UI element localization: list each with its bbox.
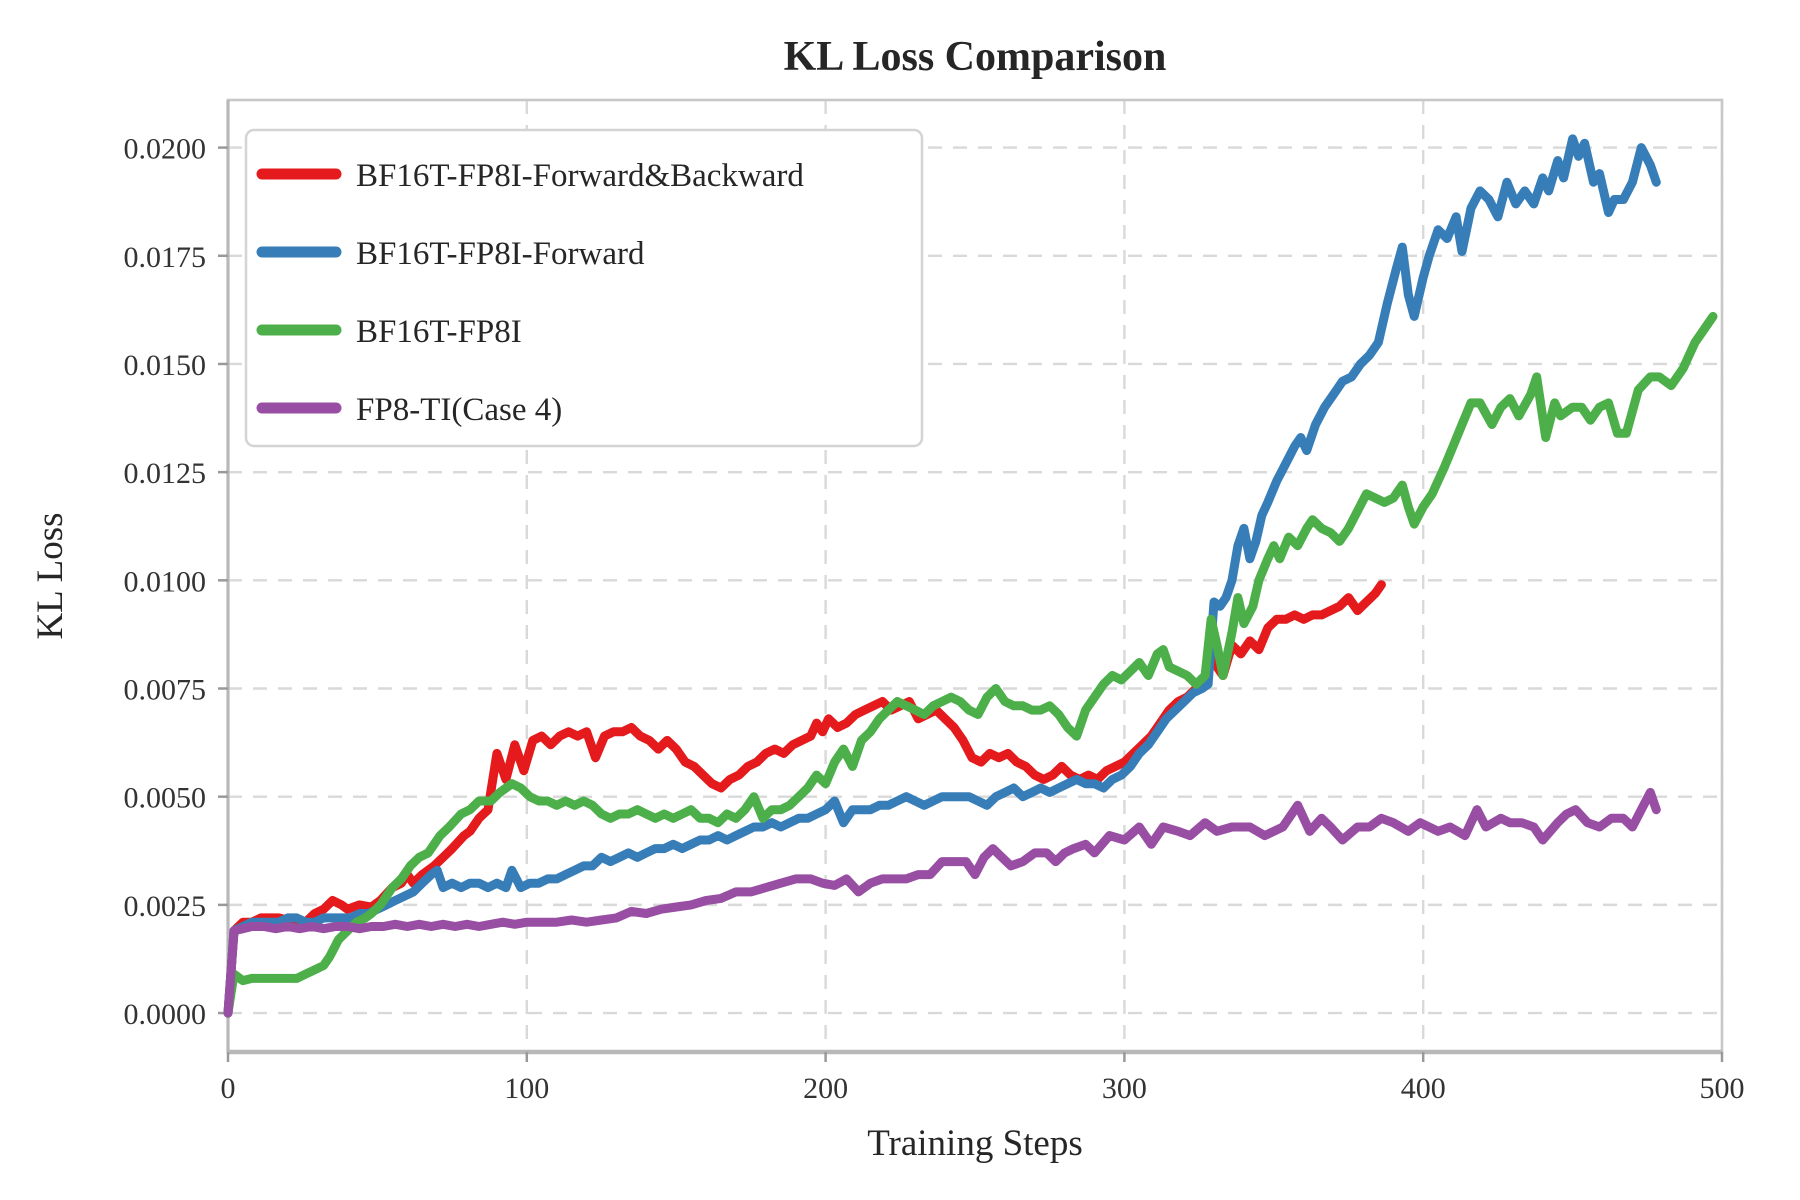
legend-entry-label: BF16T-FP8I — [356, 314, 522, 350]
x-tick-label: 400 — [1401, 1072, 1446, 1105]
legend-entry-label: BF16T-FP8I-Forward&Backward — [356, 158, 804, 194]
legend-box — [244, 128, 924, 448]
series-line-fp8-ti-case-4- — [223, 787, 1661, 1018]
y-axis-label: KL Loss — [30, 512, 71, 639]
y-tick-label: 0.0025 — [124, 890, 207, 923]
legend-entry-label: BF16T-FP8I-Forward — [356, 236, 645, 272]
y-tick-label: 0.0075 — [124, 674, 207, 707]
x-tick-label: 0 — [221, 1072, 236, 1105]
x-tick-label: 200 — [803, 1072, 848, 1105]
axis-ticks: 0 100 200 300 400 500 0.0000 0.0025 0.0050 0.0075… — [124, 133, 1745, 1105]
series-line-bf16t-fp8i — [223, 311, 1718, 1018]
y-tick-label: 0.0175 — [124, 241, 207, 274]
y-tick-label: 0.0200 — [124, 133, 207, 166]
chart-title: KL Loss Comparison — [784, 34, 1167, 80]
y-tick-label: 0.0150 — [124, 349, 207, 382]
x-tick-label: 500 — [1700, 1072, 1745, 1105]
x-axis-label: Training Steps — [867, 1123, 1083, 1164]
data-series — [223, 134, 1718, 1018]
legend: BF16T-FP8I-Forward&Backward BF16T-FP8I-Fo… — [244, 128, 924, 448]
legend-entry-label: FP8-TI(Case 4) — [356, 392, 562, 428]
x-tick-label: 300 — [1102, 1072, 1147, 1105]
series-line-bf16t-fp8i-forward — [223, 134, 1661, 1018]
y-tick-label: 0.0100 — [124, 565, 207, 598]
plot-spines — [226, 98, 1724, 1055]
x-tick-label: 100 — [504, 1072, 549, 1105]
y-tick-label: 0.0125 — [124, 457, 207, 490]
y-tick-label: 0.0050 — [124, 782, 207, 815]
y-tick-label: 0.0000 — [124, 998, 207, 1031]
